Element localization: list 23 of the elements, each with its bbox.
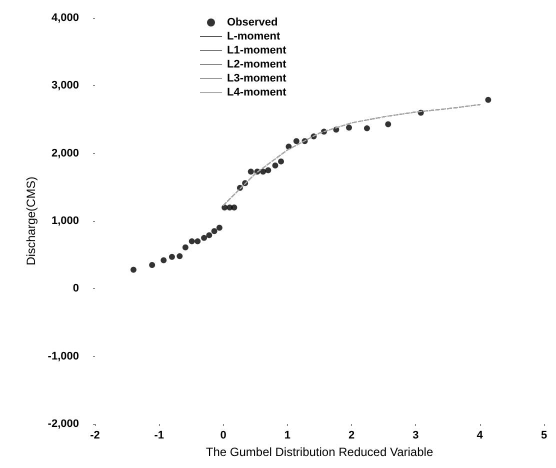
y-tick-label: -2,000 [48,418,79,430]
x-tick-label: 5 [540,430,548,442]
y-axis-title: Discharge(CMS) [24,176,38,266]
x-tick-label: 3 [412,430,419,442]
legend-label: Observed [227,16,278,28]
legend-label: L3-moment [227,72,287,84]
x-tick-label: 0 [220,430,226,442]
y-tick-label: 4,000 [51,12,79,24]
x-tick-label: 2 [348,430,355,442]
x-tick-label: -2 [90,430,100,442]
legend-label: L-moment [227,30,280,42]
y-tick-label: -1,000 [48,350,79,362]
x-tick-label: 4 [476,430,484,442]
x-axis-title: The Gumbel Distribution Reduced Variable [206,444,434,459]
legend-label: L1-moment [227,44,287,56]
y-tick-label: 0 [72,282,79,295]
legend-label: L2-moment [227,58,287,70]
y-tick-label: 1,000 [51,215,79,227]
x-tick-label: 1 [284,430,290,442]
y-tick-label: 2,000 [51,147,79,160]
y-tick-label: 3,000 [51,80,79,92]
legend-label: L4-moment [227,86,287,98]
x-tick-label: -1 [154,430,164,442]
